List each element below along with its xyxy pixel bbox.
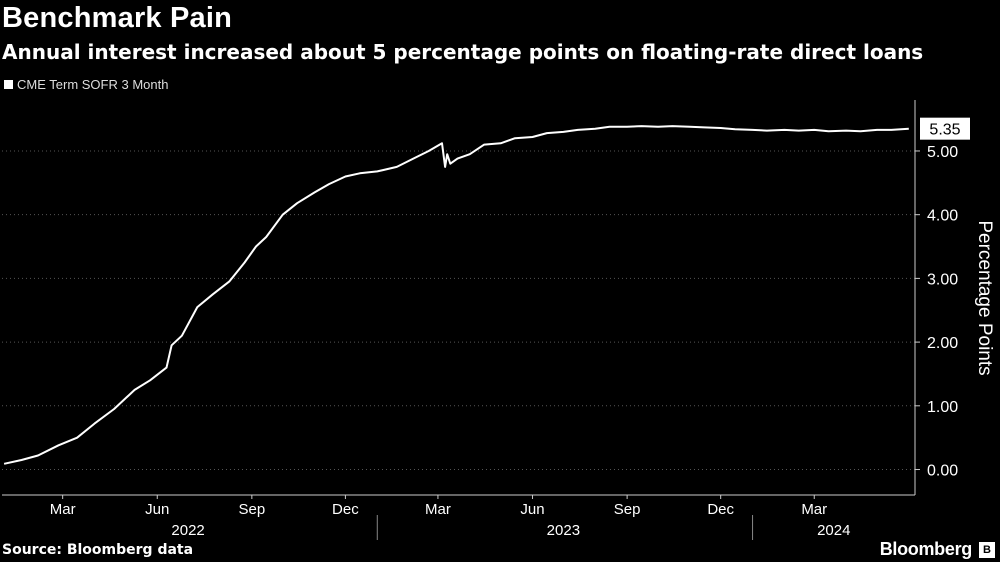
y-tick-label: 5.00 [927, 144, 958, 161]
legend-swatch [4, 80, 13, 89]
legend: CME Term SOFR 3 Month [4, 77, 168, 92]
last-value-box [920, 117, 970, 140]
x-tick-label: Sep [238, 501, 265, 518]
x-tick-label: Mar [425, 501, 451, 518]
y-tick-label: 3.00 [927, 271, 958, 288]
x-tick-label: Dec [332, 501, 359, 518]
x-tick-label: Jun [520, 501, 544, 518]
y-tick-label: 0.00 [927, 463, 958, 480]
year-label: 2022 [171, 522, 204, 539]
y-tick-label: 2.00 [927, 335, 958, 352]
year-label: 2024 [817, 522, 850, 539]
x-tick-label: Sep [614, 501, 641, 518]
x-tick-label: Mar [50, 501, 76, 518]
last-value-label: 5.35 [929, 122, 960, 139]
bloomberg-logo-icon: B [979, 542, 995, 558]
brand-logo: Bloomberg [879, 539, 973, 559]
series-line [3, 125, 909, 465]
y-tick-label: 1.00 [927, 399, 958, 416]
legend-label: CME Term SOFR 3 Month [17, 77, 169, 92]
x-tick-label: Mar [801, 501, 827, 518]
chart-subtitle: Annual interest increased about 5 percen… [2, 40, 924, 64]
year-label: 2023 [547, 522, 580, 539]
y-tick-label: 4.00 [927, 208, 958, 225]
x-tick-label: Jun [145, 501, 169, 518]
x-tick-label: Dec [707, 501, 734, 518]
y-axis-title: Percentage Points [974, 220, 995, 375]
chart-title: Benchmark Pain [2, 2, 233, 34]
source-note: Source: Bloomberg data [2, 542, 194, 558]
